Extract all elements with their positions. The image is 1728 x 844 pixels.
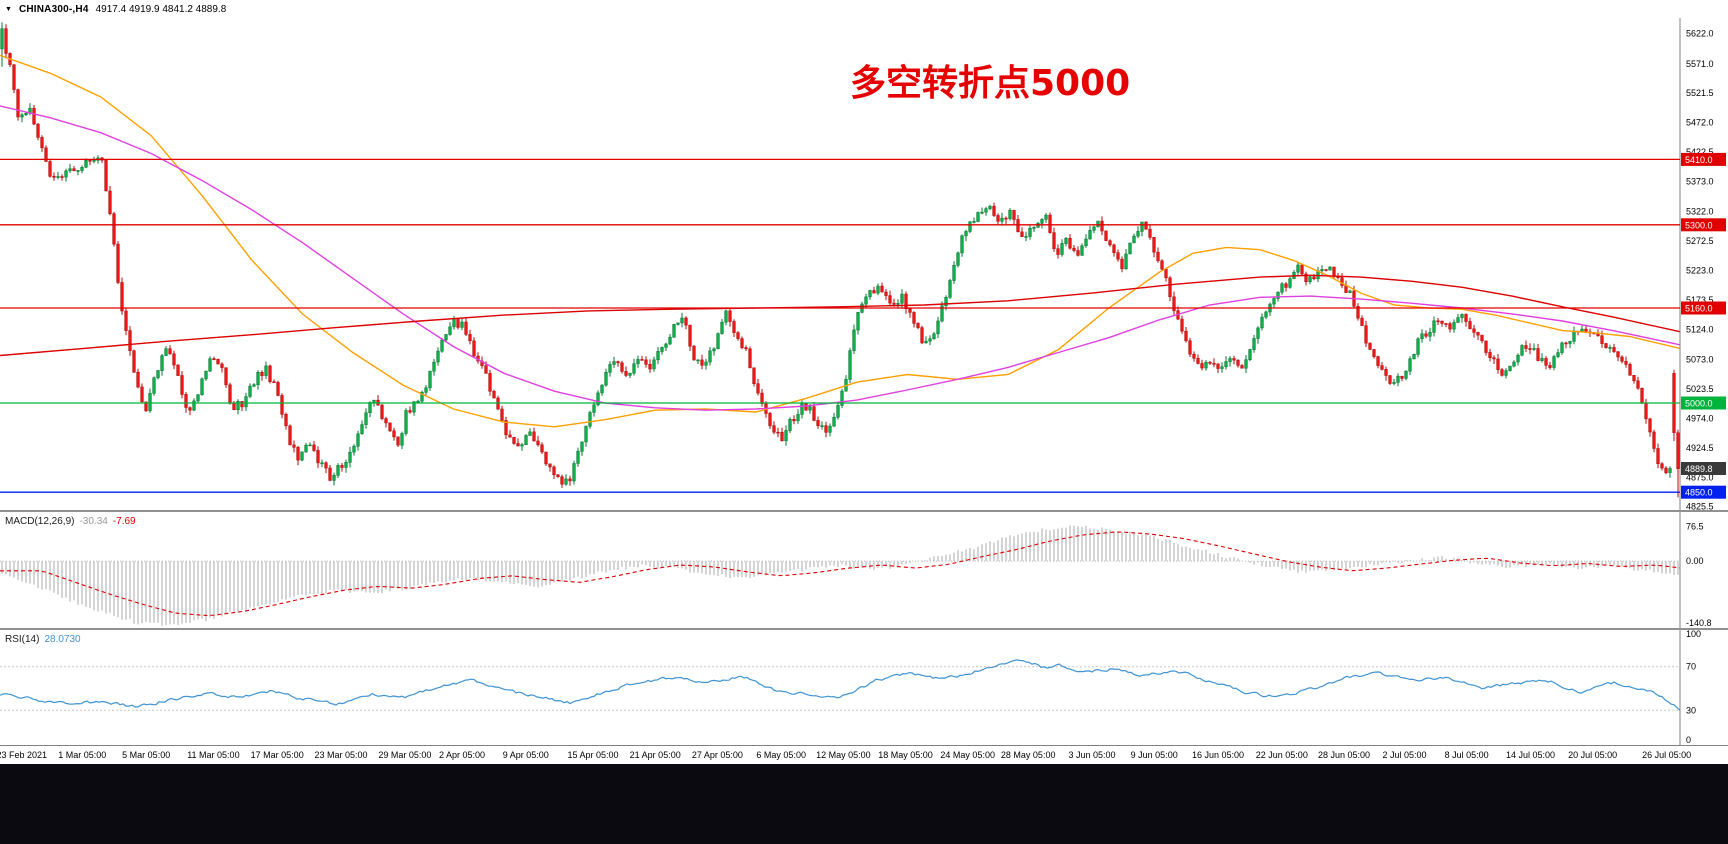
time-label: 5 Mar 05:00 (122, 750, 171, 760)
rsi-value: 28.0730 (44, 634, 81, 645)
time-label: 6 May 05:00 (756, 750, 806, 760)
svg-text:4924.5: 4924.5 (1686, 443, 1714, 453)
svg-text:5000.0: 5000.0 (1685, 399, 1713, 409)
time-axis[interactable]: 23 Feb 2021 1 Mar 05:00 5 Mar 05:00 11 Mar … (0, 745, 1728, 764)
panel-divider-macd-rsi[interactable] (0, 628, 1728, 630)
svg-text:30: 30 (1686, 705, 1696, 715)
bottom-dark-bar (0, 764, 1728, 844)
macd-indicator-panel[interactable]: 76.5 0.00 -140.8 (0, 512, 1728, 628)
chart-header: ▼ CHINA300-,H4 4917.4 4919.9 4841.2 4889… (0, 0, 1728, 18)
svg-text:5422.5: 5422.5 (1686, 147, 1714, 157)
time-label: 26 Jul 05:00 (1642, 750, 1692, 760)
svg-text:5472.0: 5472.0 (1686, 118, 1714, 128)
time-label: 1 Mar 05:00 (58, 750, 107, 760)
time-label: 24 May 05:00 (940, 750, 995, 760)
time-label: 9 Apr 05:00 (502, 750, 549, 760)
macd-label: MACD(12,26,9) -30.34 -7.69 (5, 516, 136, 527)
time-label: 20 Jul 05:00 (1568, 750, 1618, 760)
svg-text:76.5: 76.5 (1686, 521, 1704, 531)
time-label: 22 Jun 05:00 (1255, 750, 1308, 760)
symbol-period-label: CHINA300-,H4 (18, 3, 89, 15)
rsi-name: RSI(14) (5, 634, 40, 645)
time-label: 28 May 05:00 (1000, 750, 1056, 760)
time-label: 2 Jul 05:00 (1382, 750, 1427, 760)
svg-text:-140.8: -140.8 (1686, 618, 1712, 628)
svg-text:5173.5: 5173.5 (1686, 295, 1714, 305)
svg-text:5622.0: 5622.0 (1686, 28, 1714, 38)
main-price-chart[interactable]: 5622.0 5571.0 5521.5 5472.0 5422.5 5373.0 5322… (0, 18, 1728, 510)
time-label: 17 Mar 05:00 (250, 750, 304, 760)
time-label: 18 May 05:00 (878, 750, 933, 760)
svg-text:5571.0: 5571.0 (1686, 59, 1714, 69)
symbol-dropdown-icon[interactable]: ▼ (5, 5, 12, 13)
svg-text:5322.0: 5322.0 (1686, 207, 1714, 217)
time-label: 23 Feb 2021 (0, 750, 48, 760)
svg-text:5023.5: 5023.5 (1686, 384, 1714, 394)
svg-text:5124.0: 5124.0 (1686, 324, 1714, 334)
svg-text:4850.0: 4850.0 (1685, 488, 1713, 498)
rsi-line (0, 659, 1681, 711)
ma-orange (0, 54, 1681, 428)
time-label: 21 Apr 05:00 (629, 750, 681, 760)
time-label: 16 Jun 05:00 (1191, 750, 1245, 760)
ma-red (0, 274, 1681, 357)
svg-text:4875.0: 4875.0 (1686, 472, 1714, 482)
time-label: 23 Mar 05:00 (314, 750, 368, 760)
svg-text:70: 70 (1686, 662, 1696, 672)
time-label: 27 Apr 05:00 (691, 750, 743, 760)
macd-main-value: -30.34 (79, 516, 108, 527)
time-label: 8 Jul 05:00 (1444, 750, 1489, 760)
time-label: 15 Apr 05:00 (567, 750, 619, 760)
svg-text:4974.0: 4974.0 (1686, 414, 1714, 424)
svg-text:5073.0: 5073.0 (1686, 355, 1714, 365)
rsi-label: RSI(14) 28.0730 (5, 634, 81, 645)
svg-text:5373.0: 5373.0 (1686, 176, 1714, 186)
svg-text:4825.5: 4825.5 (1686, 502, 1714, 510)
macd-signal-line (0, 531, 1681, 616)
ma-magenta (0, 105, 1681, 411)
svg-text:5223.0: 5223.0 (1686, 266, 1714, 276)
svg-text:5521.5: 5521.5 (1686, 88, 1714, 98)
svg-text:0: 0 (1686, 735, 1691, 745)
svg-text:100: 100 (1686, 630, 1701, 639)
svg-text:4889.8: 4889.8 (1685, 464, 1713, 474)
time-label: 9 Jun 05:00 (1130, 750, 1178, 760)
svg-text:5160.0: 5160.0 (1685, 304, 1713, 314)
time-label: 12 May 05:00 (816, 750, 871, 760)
svg-text:5272.5: 5272.5 (1686, 236, 1714, 246)
ohlc-values: 4917.4 4919.9 4841.2 4889.8 (95, 3, 227, 15)
rsi-indicator-panel[interactable]: 100 70 30 0 (0, 630, 1728, 745)
time-label: 2 Apr 05:00 (438, 750, 486, 760)
svg-text:0.00: 0.00 (1686, 556, 1704, 566)
time-label: 14 Jul 05:00 (1505, 750, 1556, 760)
time-label: 28 Jun 05:00 (1317, 750, 1371, 760)
svg-text:5300.0: 5300.0 (1685, 220, 1713, 230)
time-label: 29 Mar 05:00 (378, 750, 432, 760)
macd-name: MACD(12,26,9) (5, 516, 75, 527)
macd-signal-value: -7.69 (112, 516, 136, 527)
chart-annotation-text: 多空转折点5000 (850, 63, 1131, 104)
time-label: 3 Jun 05:00 (1068, 750, 1116, 760)
time-label: 11 Mar 05:00 (187, 750, 240, 760)
panel-divider-main-macd[interactable] (0, 510, 1728, 512)
svg-text:5410.0: 5410.0 (1685, 155, 1713, 165)
